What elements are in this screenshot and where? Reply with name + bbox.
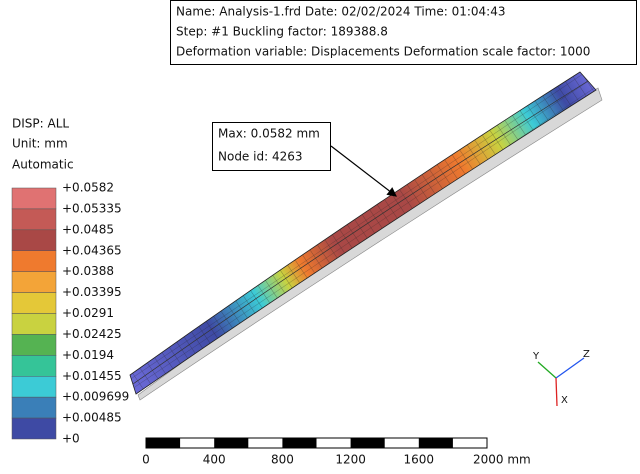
- legend: +0.0582 +0.05335 +0.0485 +0.04365 +0.0388 +0.…: [11, 181, 129, 446]
- triad-x-axis: [555, 377, 558, 407]
- legend-swatch: [11, 417, 57, 440]
- scale-bar-segment: [146, 438, 181, 448]
- scale-bar-segment: [214, 438, 249, 448]
- legend-label: +0.0194: [62, 348, 114, 362]
- info-box: [170, 0, 637, 65]
- scale-bar-label: 2000 mm: [473, 453, 531, 467]
- triad-label: Y: [532, 351, 540, 362]
- beam-mesh: [130, 72, 596, 394]
- legend-swatch: [11, 376, 57, 398]
- triad-label: X: [561, 395, 568, 406]
- scale-bar-segment: [418, 438, 453, 448]
- legend-swatch: [11, 292, 57, 314]
- annotation-box: [212, 122, 331, 171]
- legend-label: +0.03395: [62, 285, 122, 299]
- legend-swatch: [11, 396, 57, 419]
- scale-bar-label: 400: [203, 453, 226, 467]
- legend-label: +0.05335: [62, 201, 122, 215]
- info-line: Name: Analysis-1.frd Date: 02/02/2024 Ti…: [176, 5, 506, 19]
- legend-label: +0.00485: [62, 411, 122, 425]
- annotation-arrow: [330, 145, 397, 197]
- legend-label: +0.009699: [62, 390, 129, 404]
- legend-swatch: [11, 229, 57, 251]
- legend-label: +0.02425: [62, 327, 122, 341]
- legend-swatch: [11, 334, 57, 356]
- legend-swatch: [11, 271, 57, 293]
- scale-bar: 0 400 800 1200 1600 2000 mm: [142, 437, 531, 467]
- triad-y-axis: [537, 361, 557, 379]
- scale-bar-segment: [350, 438, 385, 448]
- legend-swatch: [11, 313, 57, 335]
- legend-label: +0.0485: [62, 222, 114, 236]
- info-line: Deformation variable: Displacements Defo…: [176, 45, 590, 59]
- scale-bar-label: 1200: [335, 453, 366, 467]
- annotation-text: Node id: 4263: [218, 150, 302, 164]
- scale-bar-label: 0: [142, 453, 150, 467]
- beam-edge: [132, 80, 589, 385]
- legend-title: Automatic: [12, 158, 74, 172]
- triad-z-axis: [555, 357, 585, 379]
- scale-bar-label: 1600: [404, 453, 435, 467]
- scale-bar-label: 800: [271, 453, 294, 467]
- scale-bar-segment: [282, 438, 317, 448]
- legend-label: +0.0388: [62, 264, 114, 278]
- info-line: Step: #1 Buckling factor: 189388.8: [176, 25, 388, 39]
- legend-swatch: [11, 250, 57, 272]
- legend-title: Unit: mm: [12, 137, 68, 151]
- legend-swatch: [11, 355, 57, 377]
- legend-title: DISP: ALL: [12, 117, 69, 131]
- triad-label: Z: [583, 349, 590, 360]
- legend-label: +0.01455: [62, 369, 122, 383]
- legend-swatch: [11, 208, 57, 231]
- legend-label: +0.0582: [62, 181, 114, 195]
- legend-label: +0.04365: [62, 243, 122, 257]
- annotation-text: Max: 0.0582 mm: [218, 127, 320, 141]
- legend-label: +0: [62, 432, 80, 446]
- legend-swatch: [11, 187, 57, 210]
- legend-label: +0.0291: [62, 306, 114, 320]
